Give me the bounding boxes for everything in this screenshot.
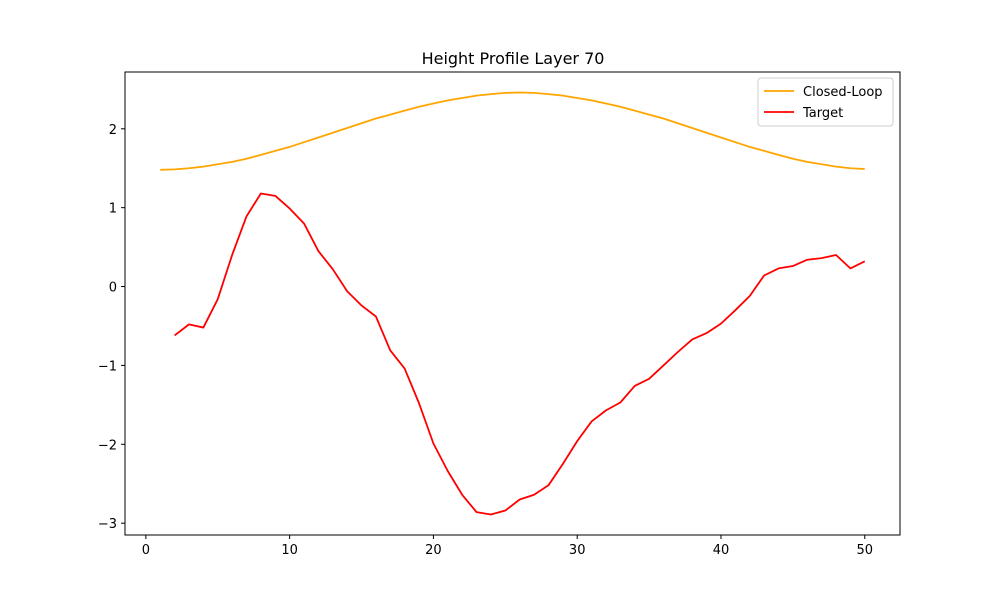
x-tick-label: 30 <box>569 543 586 558</box>
y-tick-label: 0 <box>109 281 117 296</box>
legend-label-target: Target <box>802 106 843 121</box>
chart-title: Height Profile Layer 70 <box>422 49 605 68</box>
legend-label-closed-loop: Closed-Loop <box>803 85 883 100</box>
series-line-closed-loop <box>160 91 865 171</box>
x-tick-label: 40 <box>713 543 730 558</box>
y-tick-label: −3 <box>98 517 117 532</box>
x-tick-label: 20 <box>425 543 442 558</box>
x-tick-label: 0 <box>142 543 150 558</box>
x-axis: 0 10 20 30 40 50 <box>142 535 873 558</box>
y-axis: −3 −2 −1 0 1 2 <box>98 123 125 532</box>
y-tick-label: −2 <box>98 438 117 453</box>
series-layer <box>160 91 866 516</box>
legend: Closed-Loop Target <box>757 77 894 127</box>
x-tick-label: 10 <box>281 543 298 558</box>
plot-area-frame <box>124 71 901 536</box>
y-tick-label: 2 <box>109 123 117 138</box>
legend-box <box>757 77 894 127</box>
y-tick-label: 1 <box>109 202 117 217</box>
x-tick-label: 50 <box>856 543 873 558</box>
y-tick-label: −1 <box>98 359 117 374</box>
series-line-target <box>174 192 866 516</box>
